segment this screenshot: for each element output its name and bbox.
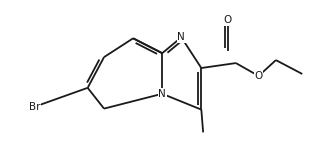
Text: Br: Br <box>29 102 41 112</box>
Text: N: N <box>158 89 166 99</box>
Text: O: O <box>224 16 232 26</box>
Text: O: O <box>255 71 263 81</box>
Text: N: N <box>177 32 185 42</box>
